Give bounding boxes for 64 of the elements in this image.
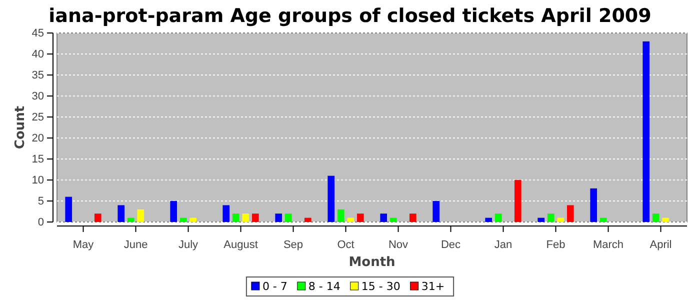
y-tick-label: 40	[32, 48, 44, 61]
y-axis-title: Count	[13, 106, 28, 150]
y-tick-label: 25	[32, 112, 44, 124]
bar	[356, 214, 364, 222]
bar	[347, 218, 354, 222]
bar	[409, 214, 416, 222]
bar	[538, 218, 545, 222]
bar	[652, 214, 660, 222]
x-axis-title: Month	[348, 255, 396, 270]
y-tick-label: 30	[32, 90, 44, 103]
bar	[284, 214, 292, 222]
bar	[127, 218, 134, 222]
bar	[170, 201, 178, 222]
bar	[328, 176, 335, 222]
bar	[642, 41, 650, 222]
bar	[494, 214, 502, 222]
bar	[252, 214, 259, 222]
bar	[514, 180, 522, 222]
bar	[432, 201, 440, 222]
x-tick-label: Sep	[283, 239, 304, 252]
x-tick-label: Jan	[494, 239, 512, 252]
y-tick-label: 0	[38, 216, 44, 229]
bar	[547, 214, 554, 222]
bar	[118, 205, 125, 222]
x-tick-label: Oct	[337, 239, 354, 252]
bar	[94, 214, 102, 222]
bar	[304, 218, 312, 222]
bar	[137, 209, 144, 222]
bar	[190, 218, 197, 222]
y-tick-label: 15	[32, 154, 44, 166]
bar	[275, 214, 282, 222]
bar	[380, 214, 388, 222]
x-tick-label: Nov	[388, 239, 409, 252]
bar	[590, 188, 598, 222]
bar	[222, 205, 230, 222]
x-tick-label: July	[178, 239, 199, 252]
y-tick-label: 35	[32, 70, 44, 82]
x-tick-label: May	[72, 239, 94, 252]
bar	[180, 218, 187, 222]
y-tick-label: 20	[32, 132, 44, 145]
x-tick-label: June	[124, 239, 148, 252]
legend-label: 15 - 30	[361, 280, 400, 293]
legend-label: 0 - 7	[262, 280, 288, 293]
chart-title: iana-prot-param Age groups of closed tickets April 2009	[48, 5, 652, 27]
bar	[232, 214, 240, 222]
x-tick-label: March	[592, 239, 624, 252]
legend-label: 8 - 14	[308, 280, 340, 293]
y-tick-label: 5	[38, 196, 44, 208]
x-tick-label: Feb	[546, 239, 566, 252]
y-tick-label: 45	[32, 28, 44, 40]
x-tick-label: April	[650, 239, 672, 252]
bar	[557, 218, 564, 222]
x-tick-label: Dec	[440, 239, 462, 252]
bar	[662, 218, 670, 222]
bar	[566, 205, 574, 222]
x-tick-label: August	[224, 239, 258, 252]
legend-label: 31+	[421, 280, 445, 293]
bar	[600, 218, 607, 222]
bar	[65, 196, 72, 222]
bar	[390, 218, 397, 222]
y-tick-label: 10	[32, 174, 44, 187]
bar	[337, 209, 344, 222]
bar	[485, 218, 492, 222]
bar	[242, 214, 250, 222]
